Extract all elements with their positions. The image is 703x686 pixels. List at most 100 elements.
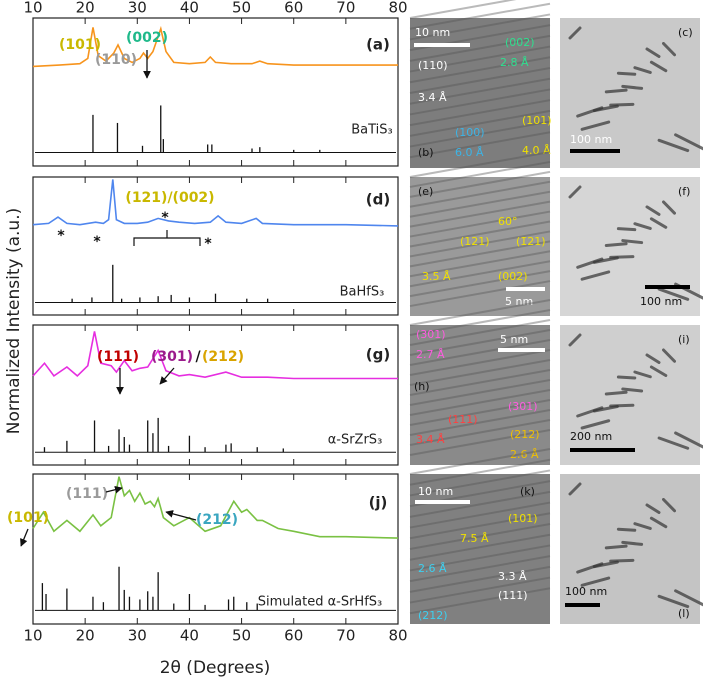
lattice-fringe [409, 399, 551, 426]
xrd-pattern [32, 179, 399, 227]
lattice-fringe [409, 240, 551, 268]
panel-frame [32, 324, 399, 466]
lattice-fringe [409, 409, 551, 436]
x-tick-label: 70 [336, 0, 355, 17]
nanostructure [576, 406, 604, 418]
x-tick-label: 40 [180, 627, 199, 645]
texture [409, 299, 551, 456]
nanostructure [604, 390, 628, 396]
lattice-fringe [409, 369, 551, 396]
tem-image [560, 325, 700, 465]
lattice-fringe [409, 419, 551, 446]
image-label: (i) [678, 333, 690, 346]
image-label: (110) [418, 59, 448, 72]
x-tick-label: 60 [284, 627, 303, 645]
lattice-fringe [409, 109, 551, 137]
x-tick-label: 60 [284, 0, 303, 17]
x-tick-label: 70 [336, 627, 355, 645]
nanostructure [576, 106, 604, 118]
nanostructure [657, 138, 690, 153]
lattice-fringe [409, 587, 551, 615]
panel-label: (d) [366, 191, 390, 209]
x-tick-label: 50 [232, 627, 251, 645]
nanostructure [662, 498, 676, 513]
lattice-fringe [409, 389, 551, 416]
texture [409, 0, 551, 159]
image-label: 10 nm [418, 485, 453, 498]
nanostructure [649, 217, 668, 229]
lattice-fringe [409, 512, 551, 540]
peak-label: (101) [59, 37, 101, 53]
nanostructure [576, 257, 604, 269]
peak-label: * [57, 228, 65, 244]
nanostructure [604, 242, 628, 248]
nanostructure [674, 431, 703, 449]
image-label: 100 nm [565, 585, 607, 598]
x-tick-label: 30 [128, 627, 147, 645]
x-tick-label: 20 [76, 627, 95, 645]
lattice-fringe [409, 34, 551, 62]
nanostructure [616, 527, 637, 532]
lattice-fringe [409, 67, 551, 94]
tem-image [560, 474, 700, 624]
peak-label: (111) [97, 349, 139, 365]
tem-image [560, 177, 700, 316]
reference-name: BaTiS₃ [351, 123, 393, 138]
image-label: (212) [418, 609, 448, 622]
nanostructure [621, 84, 644, 90]
lattice-fringe [409, 180, 551, 208]
image-label: (h) [414, 380, 430, 393]
peak-arrow [20, 528, 29, 547]
lattice-fringe [409, 0, 517, 19]
image-label: (c) [678, 26, 693, 39]
lattice-fringe [409, 280, 551, 308]
nanostructure [580, 270, 611, 281]
peak-label: (101) [7, 510, 49, 526]
x-tick-label: 50 [232, 0, 251, 17]
peak-label: (301) [151, 349, 193, 365]
peak-arrow [105, 485, 123, 494]
nanostructure [645, 503, 661, 514]
lattice-fringe [409, 99, 551, 127]
peak-label: (121)/(002) [125, 190, 214, 206]
nanostructure [568, 26, 582, 40]
peak-label: (212) [196, 512, 238, 528]
panel-frame [32, 176, 399, 316]
nanostructure [568, 185, 582, 199]
lattice-fringe [409, 250, 551, 278]
x-tick-label: 40 [180, 0, 199, 17]
nanostructure [616, 71, 637, 76]
image-label: 6.0 Å [455, 146, 484, 159]
lattice-fringe [409, 458, 551, 486]
lattice-fringe [409, 260, 551, 288]
image-label: (l) [678, 607, 690, 620]
xrd-pattern [32, 476, 399, 539]
x-tick-label: 10 [23, 627, 42, 645]
image-label: 3.4 Å [418, 91, 447, 104]
image-label: 2.8 Å [500, 56, 529, 69]
peak-arrow [159, 367, 175, 385]
reference-name: Simulated α-SrHfS₃ [258, 595, 383, 610]
nanostructure [662, 42, 676, 57]
nanostructure [657, 287, 690, 301]
nanostructure [662, 200, 676, 215]
xrd-pattern [32, 331, 398, 380]
image-label: (1̄21) [516, 235, 546, 248]
nanostructure [674, 589, 703, 607]
panel-label: (a) [366, 36, 390, 54]
nanostructure [568, 333, 582, 347]
image-label: 100 nm [640, 295, 682, 308]
lattice-fringe [409, 190, 551, 218]
image-label: (101) [508, 512, 538, 525]
texture [568, 482, 703, 609]
lattice-fringe [409, 319, 551, 346]
nanostructure [621, 540, 644, 546]
image-label: 10 nm [415, 26, 450, 39]
image-label: 3.4 Å [416, 433, 445, 446]
lattice-fringe [409, 120, 551, 148]
nanostructure [649, 516, 668, 529]
lattice-fringe [409, 379, 551, 406]
nanostructure [609, 102, 635, 107]
nanostructure [580, 419, 611, 430]
